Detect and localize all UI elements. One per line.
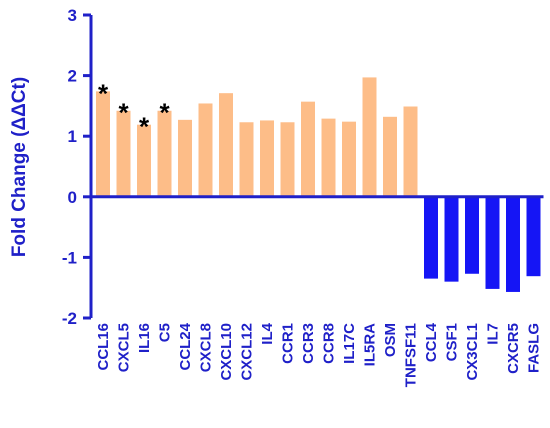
y-tick-label: -2	[62, 309, 77, 328]
y-axis-label: Fold Change (ΔΔCt)	[9, 77, 30, 257]
bar-cxcl5	[116, 110, 131, 197]
x-tick-label: C5	[157, 323, 174, 342]
bar-cxcl10	[219, 93, 233, 197]
x-tick-label: IL16	[136, 323, 153, 353]
x-tick-label: CXCR5	[505, 323, 522, 374]
bars	[96, 77, 541, 292]
x-tick-label: CCL4	[423, 322, 440, 362]
bar-tnfsf11	[403, 106, 418, 197]
significance-annotations: * * * *	[98, 78, 171, 141]
x-tick-label: CCL16	[95, 323, 112, 371]
bar-cxcl12	[239, 122, 254, 197]
bar-ccr8	[321, 118, 336, 197]
y-tick-label: 2	[68, 67, 77, 86]
x-tick-label: CXCL8	[198, 323, 215, 372]
y-tick-label: 0	[68, 188, 77, 207]
bar-cxcl8	[198, 103, 213, 197]
x-tick-label: CSF1	[444, 323, 461, 361]
bar-il5ra	[362, 77, 377, 197]
axes	[83, 13, 544, 320]
x-tick-label: CCR3	[300, 323, 317, 364]
bar-cxcr5	[506, 196, 520, 292]
bar-cx3cl1	[465, 196, 479, 274]
bar-ccr1	[280, 122, 295, 197]
x-tick-labels: CCL16 CXCL5 IL16 C5 CCL24 CXCL8 CXCL10 CXCL12 IL…	[95, 322, 543, 387]
bar-c5	[157, 110, 172, 197]
significance-asterisk: *	[139, 112, 150, 142]
y-tick-label: 1	[68, 127, 77, 146]
y-tick-label: -1	[62, 248, 77, 267]
bar-il17c	[342, 121, 356, 197]
x-tick-label: IL5RA	[362, 323, 379, 367]
y-tick-label: 3	[68, 6, 77, 25]
x-tick-label: CX3CL1	[464, 323, 481, 381]
bar-il7	[485, 196, 500, 289]
bar-osm	[383, 116, 397, 197]
bar-ccl4	[424, 196, 438, 279]
significance-asterisk: *	[98, 78, 109, 108]
x-tick-label: CCR1	[280, 323, 297, 364]
bar-il16	[137, 124, 151, 197]
significance-asterisk: *	[118, 98, 129, 128]
x-tick-label: IL7	[485, 323, 502, 345]
x-tick-label: CXCL12	[239, 323, 256, 381]
bar-csf1	[444, 196, 459, 282]
x-tick-label: OSM	[382, 323, 399, 357]
bar-ccr3	[301, 101, 315, 197]
bar-ccl24	[178, 119, 192, 197]
bar-ccl16	[96, 91, 110, 197]
significance-asterisk: *	[159, 98, 170, 128]
bar-faslg	[526, 196, 541, 277]
x-tick-label: IL17C	[341, 323, 358, 364]
x-tick-label: CXCL5	[116, 323, 133, 372]
x-tick-label: FASLG	[526, 323, 543, 373]
x-tick-label: TNFSF11	[403, 323, 420, 387]
x-tick-label: CCL24	[177, 322, 194, 370]
x-tick-label: IL4	[259, 322, 276, 344]
x-tick-label: CCR8	[321, 323, 338, 364]
bar-il4	[260, 120, 274, 197]
x-tick-label: CXCL10	[218, 323, 235, 381]
y-tick-labels: 3 2 1 0 -1 -2	[62, 6, 77, 328]
